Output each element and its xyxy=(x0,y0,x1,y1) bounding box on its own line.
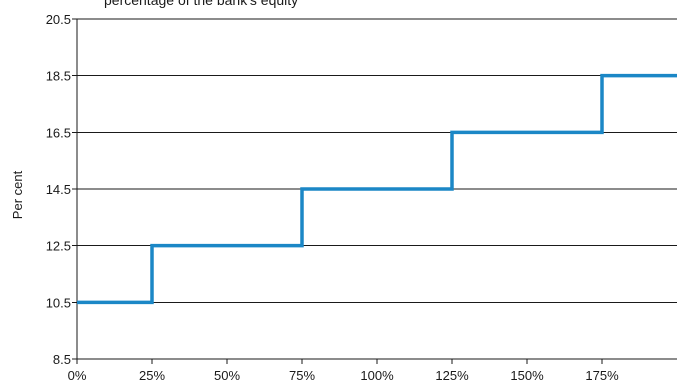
gridlines xyxy=(77,18,677,303)
series-line xyxy=(77,73,677,305)
x-tick-label: 75% xyxy=(289,368,315,383)
x-tick-label: 150% xyxy=(510,368,544,383)
x-tick-label: 50% xyxy=(214,368,240,383)
series-layer xyxy=(77,73,677,305)
y-tick-label: 16.5 xyxy=(46,125,71,140)
x-tick-label: 25% xyxy=(139,368,165,383)
y-tick-labels: 8.5 10.5 12.5 14.5 16.5 18.5 20.5 xyxy=(46,12,71,367)
y-tick-label: 10.5 xyxy=(46,295,71,310)
x-tick-label: 125% xyxy=(435,368,469,383)
x-tick-labels: 0% 25% 50% 75% 100% 125% 150% 175% xyxy=(68,368,619,383)
y-tick-label: 8.5 xyxy=(53,352,71,367)
y-tick-label: 14.5 xyxy=(46,182,71,197)
x-tick-label: 0% xyxy=(68,368,87,383)
x-tick-label: 100% xyxy=(360,368,394,383)
x-tick-label: 175% xyxy=(585,368,619,383)
y-tick-label: 18.5 xyxy=(46,69,71,84)
y-tick-label: 20.5 xyxy=(46,12,71,27)
chart-title: percentage of the bank's equity xyxy=(104,0,298,8)
axes xyxy=(72,18,677,364)
y-tick-label: 12.5 xyxy=(46,239,71,254)
y-axis-title: Per cent xyxy=(10,170,25,219)
